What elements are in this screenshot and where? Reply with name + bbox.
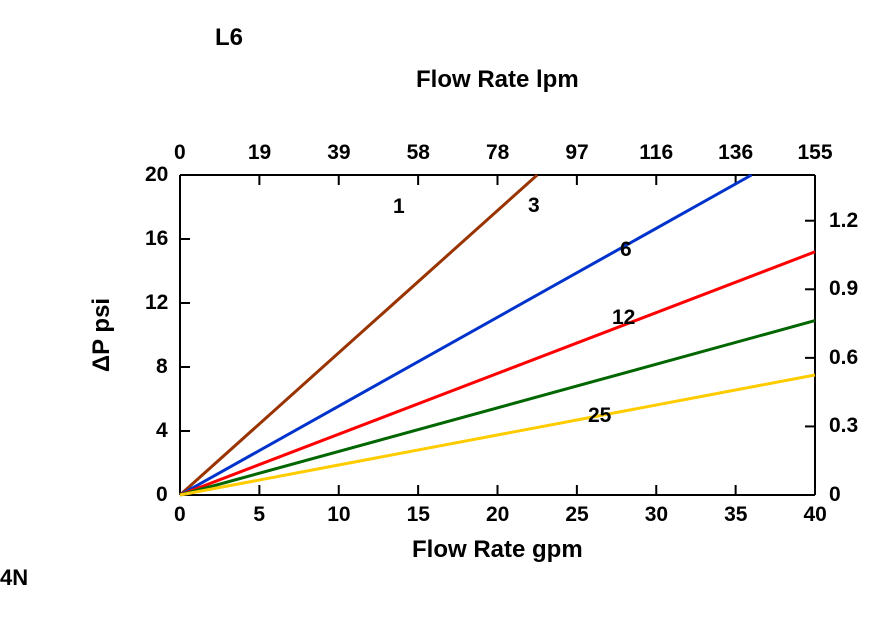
series-label-12: 12 (612, 306, 635, 330)
footer-left-text: 4N (0, 565, 28, 591)
series-label-1: 1 (393, 195, 405, 219)
xtick-bottom: 25 (565, 503, 588, 527)
xtick-top: 155 (798, 141, 833, 165)
xtick-top: 116 (639, 141, 673, 165)
ytick-left: 0 (156, 483, 168, 507)
xtick-top: 136 (718, 141, 753, 165)
axis-bottom-title: Flow Rate gpm (412, 536, 583, 564)
ytick-left: 8 (156, 355, 168, 379)
xtick-top: 78 (486, 141, 509, 165)
chart-svg (180, 175, 815, 495)
axis-top-title: Flow Rate lpm (416, 66, 579, 94)
ytick-right: 0.9 (829, 277, 858, 301)
series-label-6: 6 (620, 238, 632, 262)
xtick-bottom: 30 (645, 503, 668, 527)
axis-left-title: ΔP psi (88, 298, 116, 372)
series-label-25: 25 (588, 404, 611, 428)
series-line-3 (180, 175, 752, 495)
ytick-left: 4 (156, 419, 168, 443)
plot-area (180, 175, 815, 495)
xtick-bottom: 35 (724, 503, 747, 527)
ytick-left: 20 (145, 163, 168, 187)
xtick-top: 0 (174, 141, 186, 165)
xtick-bottom: 10 (327, 503, 350, 527)
xtick-top: 19 (248, 141, 271, 165)
ytick-right: 0.6 (829, 346, 858, 370)
ytick-left: 16 (145, 227, 168, 251)
xtick-bottom: 15 (407, 503, 430, 527)
chart-title: L6 (215, 24, 243, 52)
series-line-25 (180, 375, 815, 495)
ytick-right: 1.2 (829, 209, 858, 233)
xtick-bottom: 5 (253, 503, 265, 527)
xtick-top: 39 (327, 141, 350, 165)
ytick-right: 0.3 (829, 414, 858, 438)
ytick-left: 12 (145, 291, 168, 315)
ytick-right: 0 (829, 483, 841, 507)
xtick-top: 97 (565, 141, 588, 165)
xtick-top: 58 (407, 141, 430, 165)
xtick-bottom: 40 (804, 503, 827, 527)
xtick-bottom: 0 (174, 503, 186, 527)
series-line-6 (180, 252, 815, 495)
xtick-bottom: 20 (486, 503, 509, 527)
series-label-3: 3 (528, 194, 540, 218)
